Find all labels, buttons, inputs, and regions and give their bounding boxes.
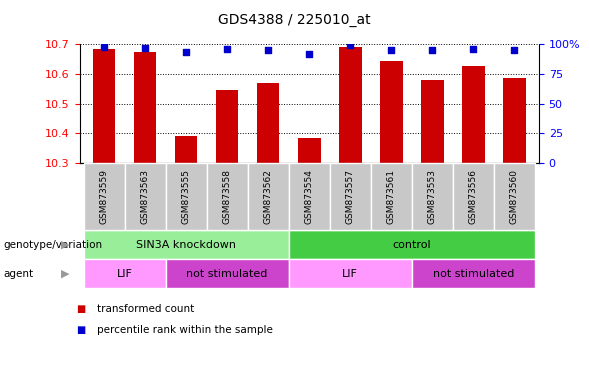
Point <box>509 47 519 53</box>
Text: ▶: ▶ <box>61 268 69 279</box>
Bar <box>175 136 197 163</box>
Text: genotype/variation: genotype/variation <box>3 240 102 250</box>
Text: GSM873558: GSM873558 <box>223 169 231 224</box>
Text: GDS4388 / 225010_at: GDS4388 / 225010_at <box>218 13 371 27</box>
Bar <box>134 51 157 163</box>
Text: not stimulated: not stimulated <box>187 268 268 279</box>
Point <box>305 51 314 57</box>
Text: GSM873561: GSM873561 <box>387 169 396 224</box>
Point <box>386 47 396 53</box>
Text: GSM873557: GSM873557 <box>346 169 355 224</box>
Bar <box>298 138 320 163</box>
Bar <box>380 61 402 163</box>
Bar <box>503 78 525 163</box>
Bar <box>421 81 444 163</box>
Text: GSM873553: GSM873553 <box>428 169 437 224</box>
Point <box>428 47 437 53</box>
Text: agent: agent <box>3 268 33 279</box>
Text: GSM873556: GSM873556 <box>469 169 478 224</box>
Text: GSM873560: GSM873560 <box>510 169 519 224</box>
Bar <box>216 90 239 163</box>
Text: GSM873559: GSM873559 <box>100 169 108 224</box>
Text: GSM873555: GSM873555 <box>181 169 191 224</box>
Text: GSM873563: GSM873563 <box>141 169 150 224</box>
Text: SIN3A knockdown: SIN3A knockdown <box>136 240 236 250</box>
Bar <box>93 49 115 163</box>
Point <box>181 50 191 56</box>
Bar <box>257 83 280 163</box>
Text: transformed count: transformed count <box>97 304 194 314</box>
Point <box>100 43 109 50</box>
Text: LIF: LIF <box>342 268 358 279</box>
Text: GSM873554: GSM873554 <box>305 169 314 224</box>
Bar <box>462 66 485 163</box>
Text: not stimulated: not stimulated <box>432 268 514 279</box>
Point <box>469 46 478 52</box>
Text: ▶: ▶ <box>61 240 69 250</box>
Bar <box>339 47 362 163</box>
Text: GSM873562: GSM873562 <box>264 169 273 224</box>
Text: control: control <box>392 240 431 250</box>
Text: ■: ■ <box>77 304 86 314</box>
Text: percentile rank within the sample: percentile rank within the sample <box>97 325 273 335</box>
Point <box>346 42 355 48</box>
Text: ■: ■ <box>77 325 86 335</box>
Text: LIF: LIF <box>117 268 133 279</box>
Point <box>223 46 232 52</box>
Point <box>140 45 150 51</box>
Point <box>263 47 273 53</box>
